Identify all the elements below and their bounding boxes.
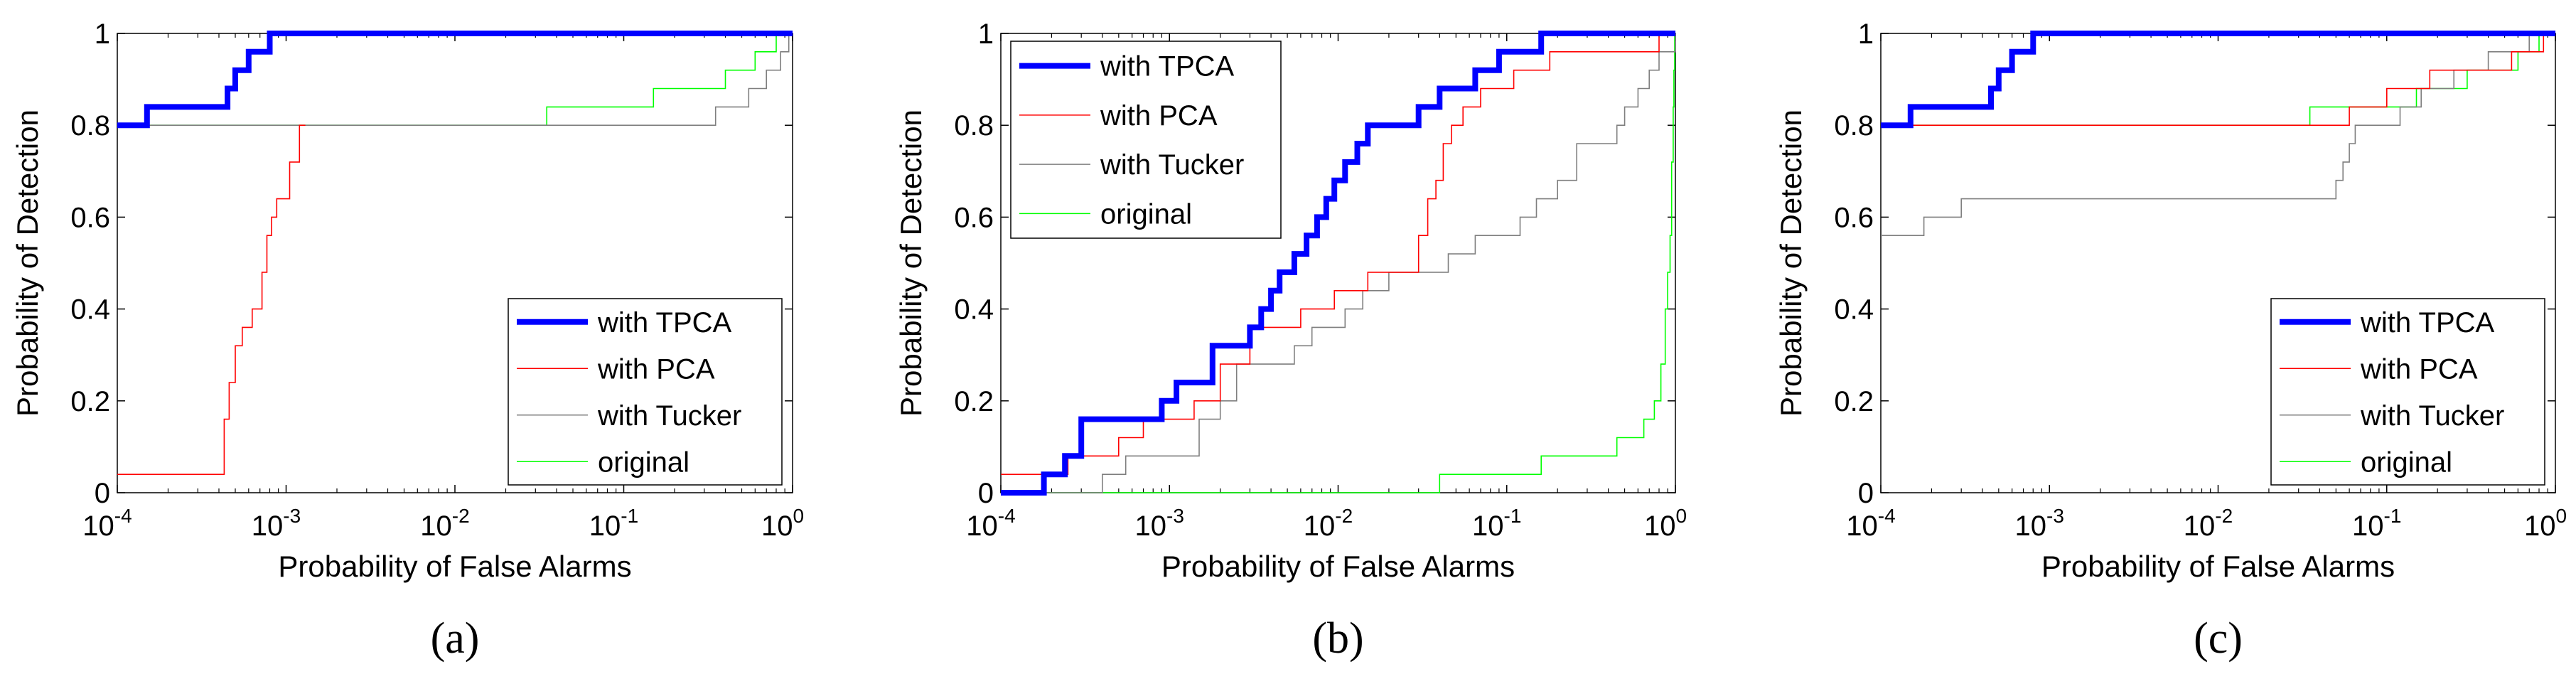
y-tick-label: 1 xyxy=(1858,18,1874,50)
y-tick-label: 1 xyxy=(978,18,994,50)
x-tick-label: 10-2 xyxy=(1304,505,1353,542)
y-tick-label: 0.8 xyxy=(1834,110,1874,141)
y-tick-label: 0 xyxy=(1858,478,1874,509)
y-tick-label: 0.8 xyxy=(70,110,110,141)
legend: with TPCA with PCA with Tucker original xyxy=(1010,41,1282,239)
x-axis-label: Probability of False Alarms xyxy=(1161,550,1515,583)
x-tick-label: 10-4 xyxy=(966,505,1015,542)
legend-entry: original xyxy=(1100,198,1192,230)
legend-entry: with TPCA xyxy=(1100,51,1235,82)
legend: with TPCA with PCA with Tucker original xyxy=(508,298,783,486)
legend-entry: with Tucker xyxy=(1100,149,1244,181)
x-tick-label: 100 xyxy=(2524,505,2567,542)
y-tick-label: 1 xyxy=(95,18,110,50)
x-tick-label: 100 xyxy=(761,505,804,542)
y-axis-label: Probability of Detection xyxy=(11,109,44,417)
legend-entry: original xyxy=(598,447,689,478)
series-line-original xyxy=(1001,33,1675,493)
y-tick-label: 0.6 xyxy=(954,202,994,233)
x-tick-label: 10-1 xyxy=(589,505,638,542)
series-line-with-tpca xyxy=(1881,31,2555,129)
panel-label-c: (c) xyxy=(2194,614,2243,663)
legend-box xyxy=(1010,41,1282,239)
x-tick-label: 10-1 xyxy=(2352,505,2401,542)
series-line-with-tucker xyxy=(1001,33,1676,493)
series-line-original xyxy=(1881,33,2555,126)
x-tick-label: 10-3 xyxy=(2015,505,2064,542)
x-tick-label: 100 xyxy=(1644,505,1687,542)
series-line-with-pca xyxy=(1881,33,2555,126)
panel-label-b: (b) xyxy=(1312,614,1363,663)
series-line-with-tucker xyxy=(1881,33,2555,237)
y-tick-label: 0.4 xyxy=(1834,294,1874,326)
chart-panel-c: 10-4 10-3 10-2 10-1 100 0 0.2 0.4 0.6 0.8 1 Probabi… xyxy=(1774,18,2567,663)
x-tick-label: 10-4 xyxy=(82,505,132,542)
legend-entry: with PCA xyxy=(597,353,715,385)
x-tick-label: 10-2 xyxy=(2184,505,2233,542)
x-tick-label: 10-4 xyxy=(1846,505,1895,542)
x-tick-label: 10-3 xyxy=(1135,505,1184,542)
legend-entry: with Tucker xyxy=(597,400,741,432)
legend-entry: with TPCA xyxy=(597,307,732,338)
series-line-original xyxy=(117,33,793,126)
series-line-with-tpca xyxy=(1001,31,1675,496)
legend-entry: with PCA xyxy=(2360,353,2478,385)
y-tick-label: 0.6 xyxy=(1834,202,1874,233)
series-line-with-tucker xyxy=(117,33,793,126)
legend-entry: with TPCA xyxy=(2360,307,2495,338)
y-axis-label: Probability of Detection xyxy=(1774,109,1808,417)
legend-entry: with PCA xyxy=(1100,100,1218,132)
legend: with TPCA with PCA with Tucker original xyxy=(2270,298,2545,486)
chart-panel-a: 10-4 10-3 10-2 10-1 100 0 0.2 0.4 0.6 0.8 1 Probabi… xyxy=(11,18,804,663)
chart-panel-b: 10-4 10-3 10-2 10-1 100 0 0.2 0.4 0.6 0.8 1 Probabi… xyxy=(894,18,1687,663)
legend-entry: original xyxy=(2361,447,2452,478)
x-axis-label: Probability of False Alarms xyxy=(2041,550,2395,583)
y-axis-label: Probability of Detection xyxy=(894,109,928,417)
y-tick-label: 0.6 xyxy=(70,202,110,233)
legend-entry: with Tucker xyxy=(2360,400,2504,432)
y-tick-label: 0 xyxy=(978,478,994,509)
legend-box xyxy=(2270,298,2545,486)
series-line-with-pca xyxy=(117,124,306,476)
x-tick-label: 10-2 xyxy=(420,505,469,542)
y-tick-label: 0 xyxy=(95,478,110,509)
y-tick-label: 0.8 xyxy=(954,110,994,141)
y-tick-label: 0.2 xyxy=(1834,386,1874,417)
y-tick-label: 0.4 xyxy=(954,294,994,326)
x-tick-label: 10-3 xyxy=(252,505,301,542)
y-tick-label: 0.4 xyxy=(70,294,110,326)
y-tick-label: 0.2 xyxy=(954,386,994,417)
series-line-with-pca xyxy=(1001,33,1675,476)
y-tick-label: 0.2 xyxy=(70,386,110,417)
panel-label-a: (a) xyxy=(431,614,480,663)
x-tick-label: 10-1 xyxy=(1472,505,1521,542)
x-axis-label: Probability of False Alarms xyxy=(278,550,631,583)
legend-box xyxy=(508,298,783,486)
series-line-with-tpca xyxy=(117,31,793,129)
